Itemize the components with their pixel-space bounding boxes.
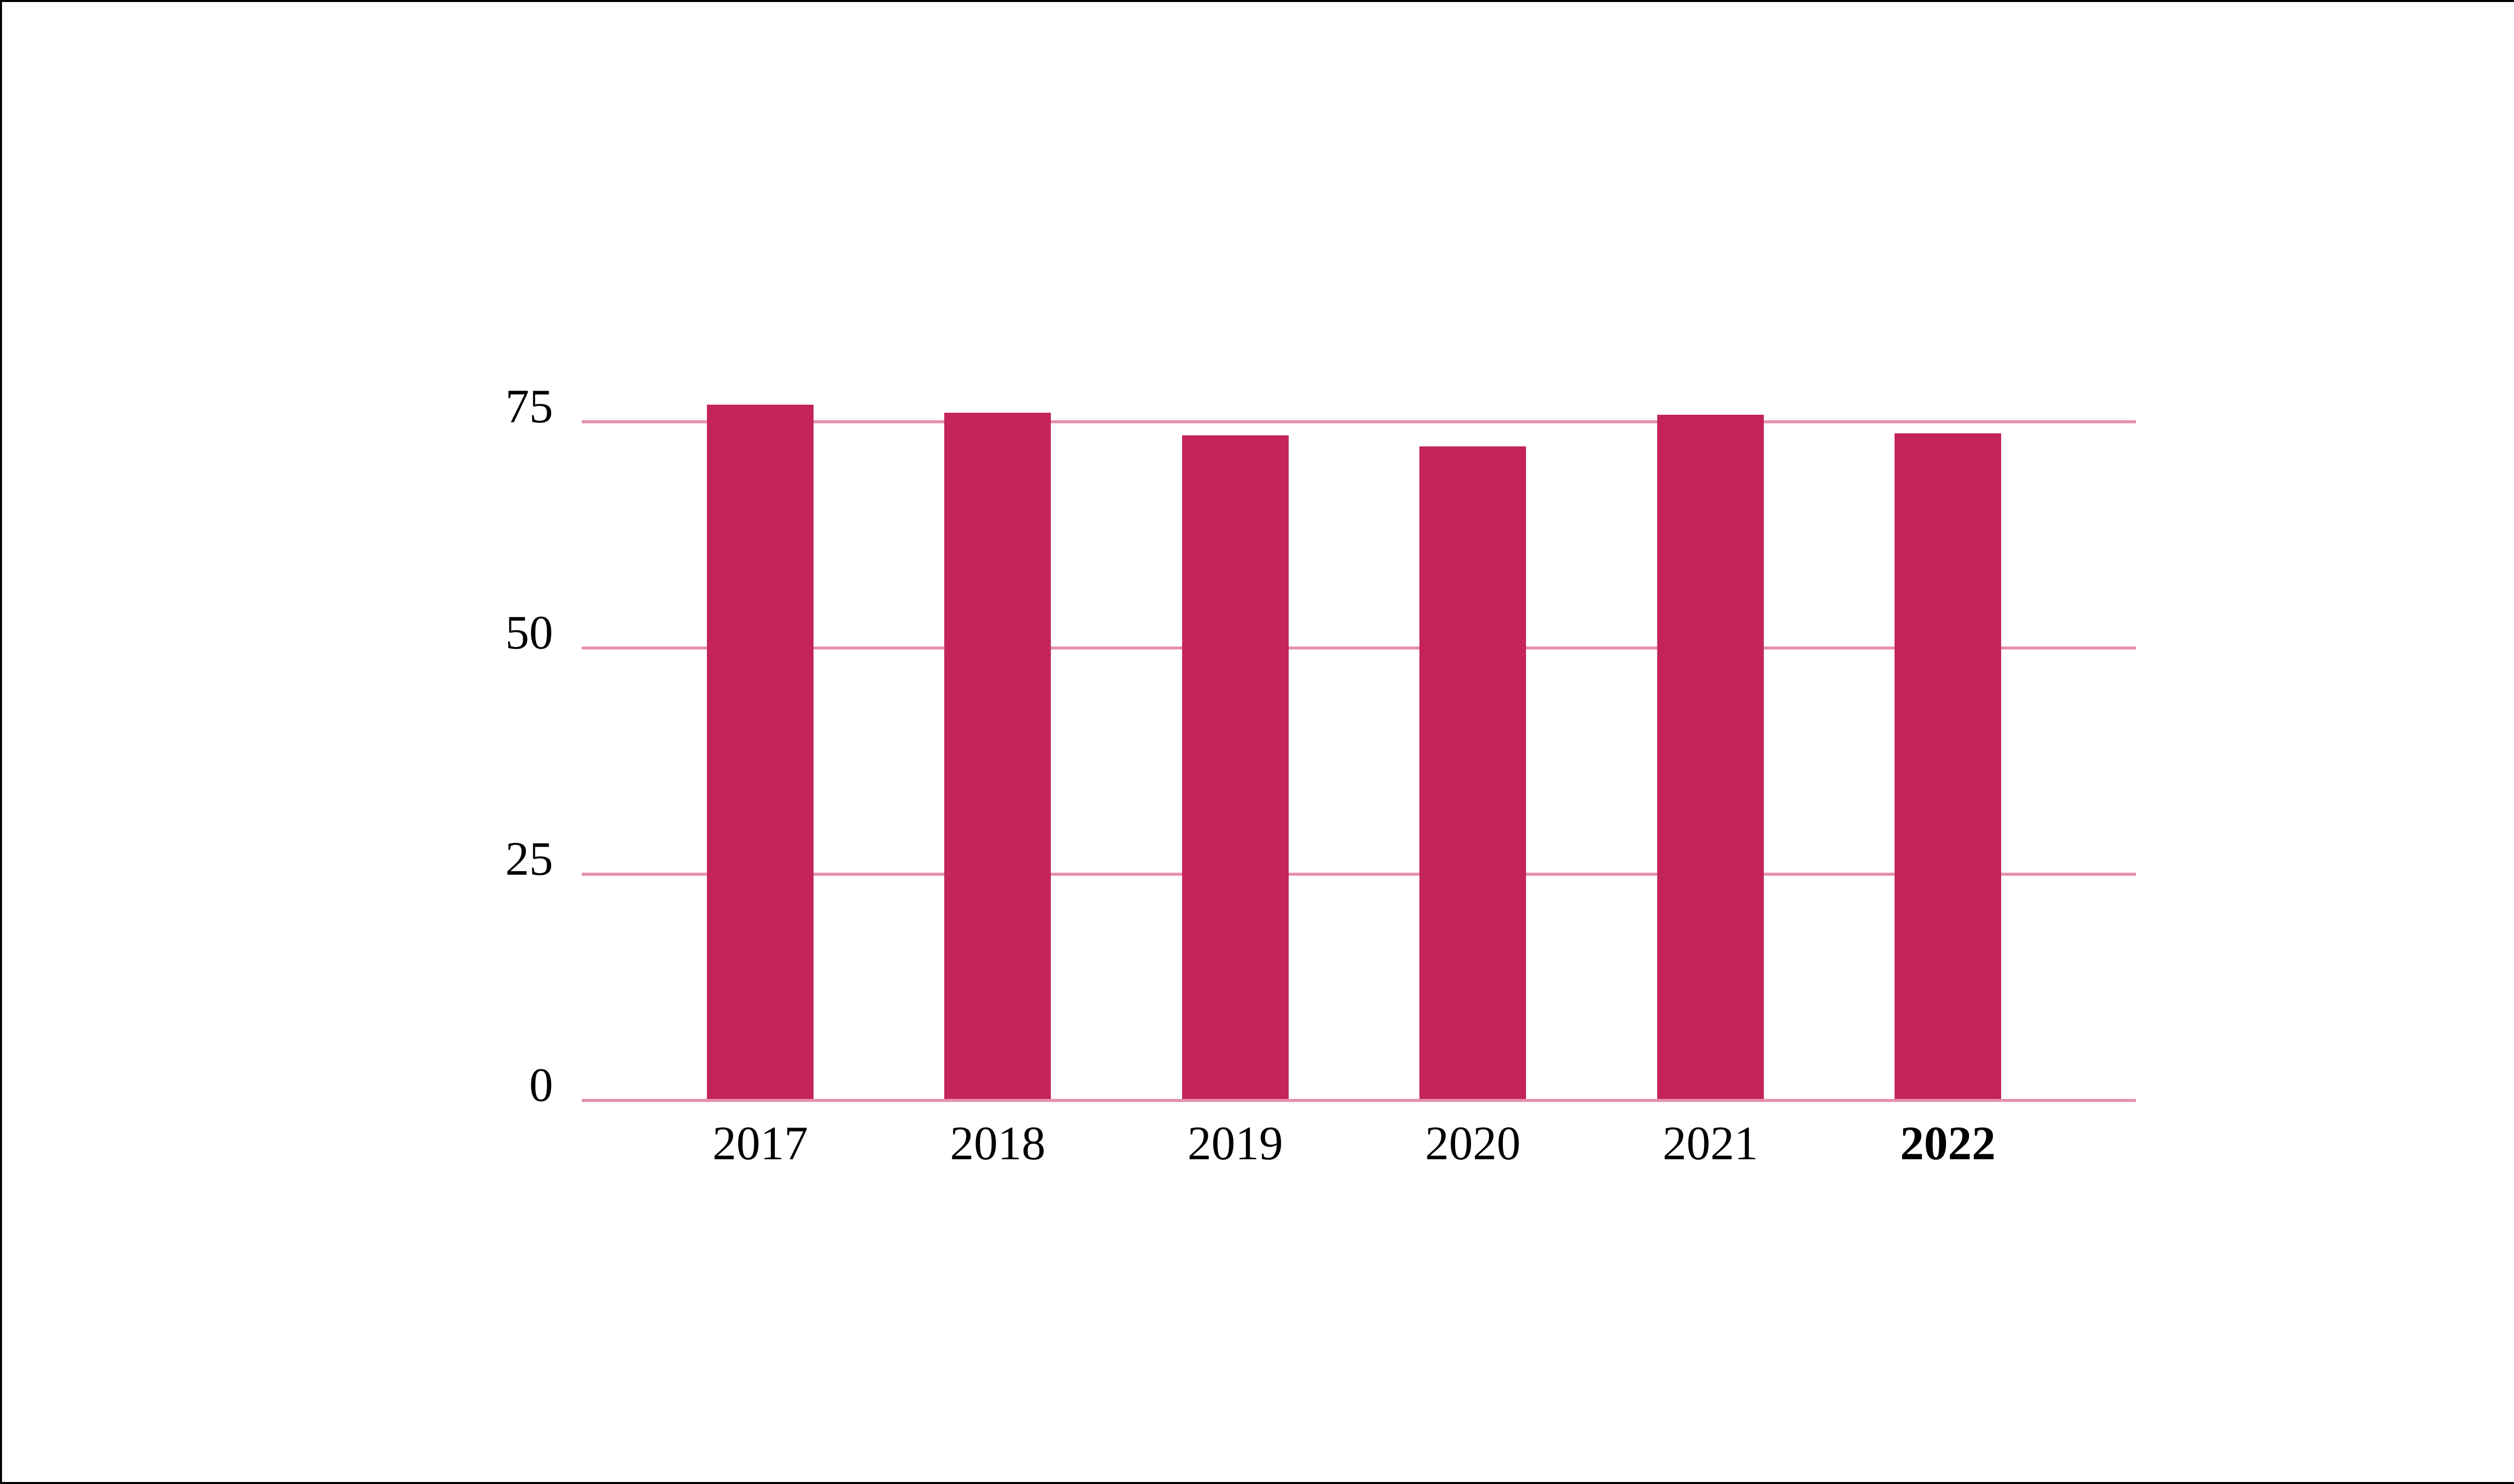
bar-2022 [1895,433,2001,1102]
bar-2021 [1657,414,1764,1102]
x-axis-label-2022: 2022 [1900,1117,1996,1170]
y-axis-label-50: 50 [505,606,553,659]
x-axis-label-2021: 2021 [1662,1117,1758,1170]
x-axis-label-2018: 2018 [950,1117,1046,1170]
bar-2017 [707,404,814,1102]
bar-2018 [944,413,1051,1102]
bar-2019 [1182,435,1289,1102]
y-axis-label-0: 0 [529,1058,554,1111]
gridline-75 [582,420,2136,423]
y-axis-label-75: 75 [505,380,553,433]
x-axis-label-2017: 2017 [712,1117,808,1170]
x-axis-label-2020: 2020 [1425,1117,1521,1170]
gridline-50 [582,646,2136,650]
bar-2020 [1419,446,1527,1102]
y-axis-label-25: 25 [505,832,553,885]
x-axis-baseline [582,1099,2136,1102]
x-axis-label-2019: 2019 [1187,1117,1283,1170]
gridline-25 [582,873,2136,876]
